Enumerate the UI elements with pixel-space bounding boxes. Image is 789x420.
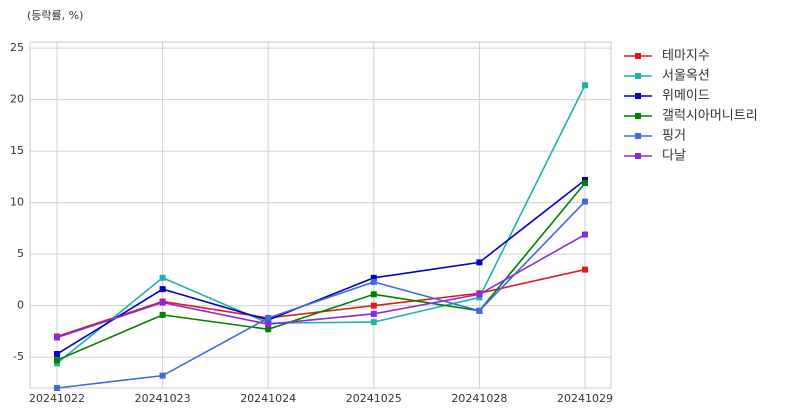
point-marker	[265, 314, 272, 321]
legend-label: 위메이드	[662, 89, 710, 104]
legend-label: 다날	[662, 149, 686, 164]
point-marker	[54, 357, 60, 364]
legend-label: 갤럭시아머니트리	[662, 109, 758, 124]
plot-area	[29, 41, 612, 389]
y-tick-label: 20	[10, 93, 24, 106]
legend-marker	[635, 133, 641, 139]
series-line	[56, 182, 586, 361]
point-marker	[476, 294, 483, 301]
point-marker	[582, 231, 588, 238]
point-marker	[582, 82, 588, 89]
point-marker	[370, 319, 377, 326]
y-tick-label: -5	[13, 350, 24, 363]
series-line	[56, 233, 586, 339]
x-tick-label: 20241023	[135, 392, 191, 405]
point-marker	[582, 198, 588, 205]
y-tick-label: 0	[17, 299, 24, 312]
point-marker	[370, 274, 377, 281]
legend-marker	[635, 93, 641, 99]
x-tick-label: 20241022	[29, 392, 85, 405]
legend-label: 서울옥션	[662, 69, 710, 84]
x-tick-label: 20241024	[240, 392, 296, 405]
point-marker	[54, 351, 60, 358]
series-line	[56, 84, 586, 364]
legend-label: 핑거	[662, 129, 686, 144]
x-tick-label: 20241028	[451, 392, 507, 405]
point-marker	[54, 334, 60, 341]
series-line	[56, 179, 586, 355]
point-marker	[159, 299, 166, 306]
y-tick-label: 25	[10, 41, 24, 54]
point-marker	[370, 291, 377, 298]
series-line	[56, 201, 586, 389]
point-marker	[159, 274, 166, 281]
point-marker	[159, 311, 166, 318]
point-marker	[265, 326, 272, 333]
y-axis-label: (등락률, %)	[27, 9, 83, 22]
point-marker	[265, 321, 272, 328]
point-marker	[370, 302, 377, 309]
x-tick-label: 20241029	[557, 392, 613, 405]
point-marker	[370, 310, 377, 317]
point-marker	[582, 180, 588, 187]
legend-marker	[635, 53, 641, 59]
point-marker	[54, 360, 60, 367]
x-tick-label: 20241025	[346, 392, 402, 405]
point-marker	[476, 259, 483, 266]
point-marker	[582, 176, 588, 183]
y-tick-label: 10	[10, 196, 24, 209]
legend-marker	[635, 73, 641, 79]
y-tick-label: 15	[10, 144, 24, 157]
point-marker	[159, 372, 166, 379]
y-tick-label: 5	[17, 247, 24, 260]
legend-label: 테마지수	[662, 49, 710, 64]
legend-marker	[635, 113, 641, 119]
point-marker	[54, 385, 60, 391]
point-marker	[476, 307, 483, 314]
point-marker	[159, 286, 166, 293]
point-marker	[370, 278, 377, 285]
point-marker	[476, 291, 483, 298]
legend-marker	[635, 153, 641, 159]
point-marker	[582, 266, 588, 273]
